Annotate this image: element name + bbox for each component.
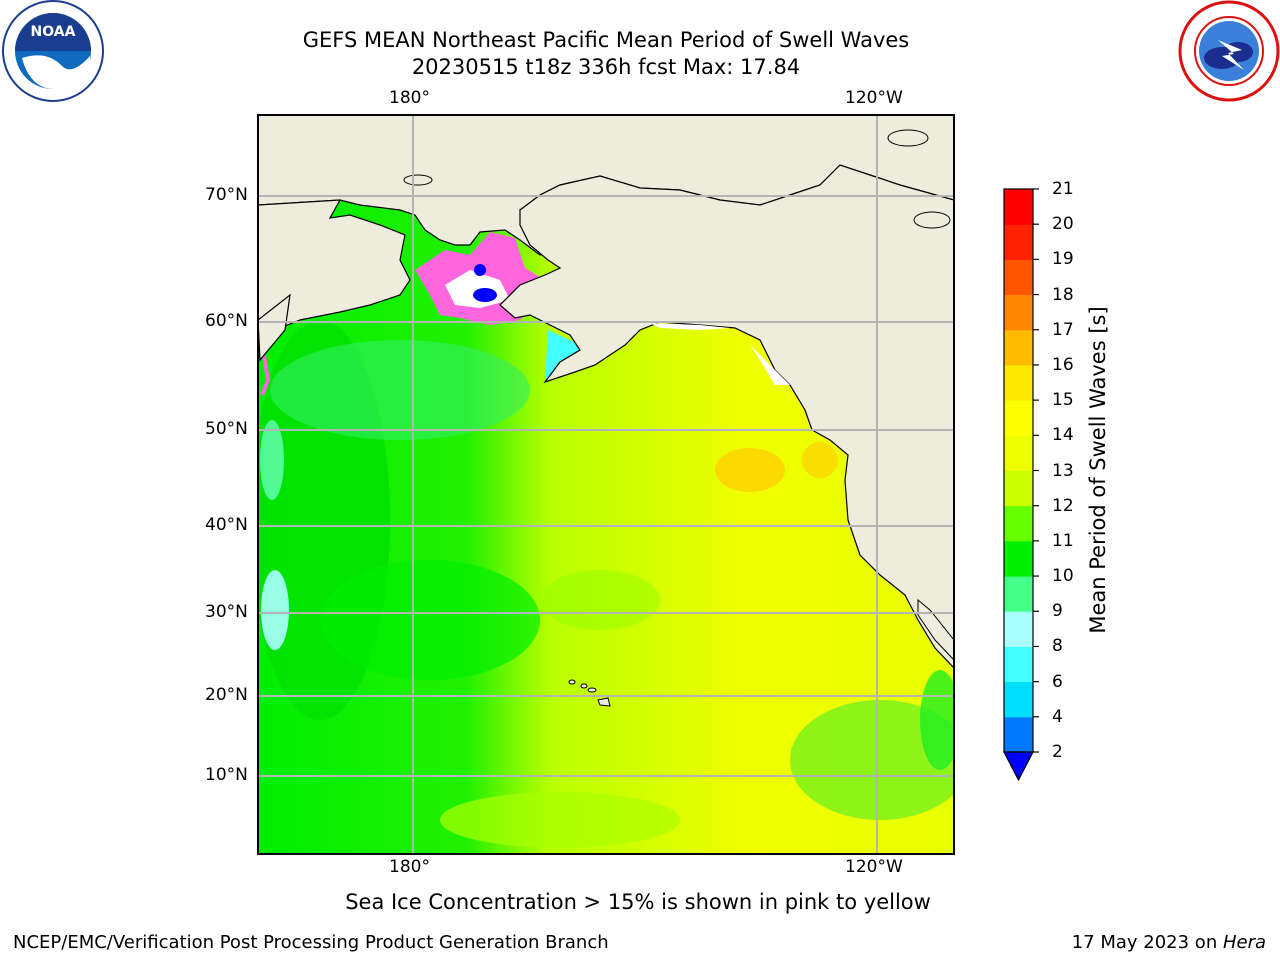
map-frame [257,114,955,855]
colorbar-extend-min [1003,751,1034,782]
noaa-logo-text: NOAA [31,24,76,40]
lat-tick-20n: 20°N [205,685,248,705]
colorbar-tick-label: 2 [1052,742,1063,762]
colorbar-tick-label: 17 [1052,319,1074,340]
swell-patch [790,700,954,820]
lon-tick-top-180: 180° [389,88,430,108]
land-island [913,211,951,229]
swell-patch [320,560,540,680]
colorbar-tick-label: 11 [1052,530,1074,551]
land-hawaii [568,679,576,685]
colorbar-segment [1004,681,1033,718]
colorbar-tick-label: 14 [1052,425,1074,446]
nws-logo [1178,0,1280,102]
sea-ice-region [545,330,580,380]
land-island [887,129,929,147]
colorbar-segment [1004,611,1033,647]
land-kamchatka-tip [258,293,291,362]
colorbar-segment [1004,294,1033,331]
footer-host: Hera [1222,932,1266,953]
colorbar-segment [1004,540,1033,577]
footer-date-text: 17 May 2023 on [1071,932,1223,953]
colorbar-segment [1004,329,1033,366]
colorbar-segment [1004,224,1033,260]
colorbar-tick-label: 21 [1052,179,1074,199]
swell-patch [540,570,660,630]
lat-tick-60n: 60°N [205,311,248,331]
colorbar-tick-label: 6 [1052,671,1063,692]
colorbar-segment [1004,189,1033,225]
sea-ice-note: Sea Ice Concentration > 15% is shown in … [345,890,931,914]
colorbar-tick-label: 12 [1052,495,1074,516]
grid-lines [258,115,954,854]
sea-ice-core [474,264,486,276]
lat-tick-50n: 50°N [205,419,248,439]
swell-patch [802,442,838,478]
colorbar-segment [1004,576,1033,612]
colorbar [1003,188,1039,782]
lon-tick-bottom-180: 180° [389,857,430,877]
footer-credit: NCEP/EMC/Verification Post Processing Pr… [13,932,609,953]
land-hawaii [580,683,588,689]
colorbar-label: Mean Period of Swell Waves [s] [1086,306,1110,634]
sea-ice-core [473,288,497,302]
no-data-region [750,345,790,385]
colorbar-tick-label: 13 [1052,460,1074,481]
swell-patch [261,570,289,650]
swell-patch [440,792,680,848]
land-island [403,174,433,186]
colorbar-segment [1004,716,1033,753]
colorbar-segment [1004,470,1033,507]
colorbar-tick-label: 8 [1052,636,1063,657]
colorbar-tick-label: 16 [1052,354,1074,375]
colorbar-tick-label: 18 [1052,284,1074,305]
colorbar-segment [1004,435,1033,471]
chart-title: GEFS MEAN Northeast Pacific Mean Period … [302,28,910,52]
swell-patch [715,448,785,492]
colorbar-segment [1004,646,1033,683]
land-north-america [499,164,954,669]
swell-patch [270,340,530,440]
no-data-region [650,323,730,330]
colorbar-segment [1004,505,1033,542]
land-hawaii [597,697,611,707]
land-hawaii [587,687,597,693]
footer-date: 17 May 2023 on Hera [1072,932,1266,953]
colorbar-tick-label: 10 [1052,566,1074,587]
lat-tick-70n: 70°N [205,185,248,205]
colorbar-tick-label: 19 [1052,249,1074,270]
colorbar-segment [1004,400,1033,436]
colorbar-tick-label: 20 [1052,214,1074,235]
noaa-logo: NOAA [2,0,104,102]
chart-subtitle: 20230515 t18z 336h fcst Max: 17.84 [411,55,801,79]
lat-tick-30n: 30°N [205,602,248,622]
colorbar-tick-label: 15 [1052,390,1074,411]
land-baja [917,598,954,661]
colorbar-segment [1004,259,1033,296]
sea-ice-edge [260,344,271,396]
colorbar-segment [1004,364,1033,401]
lon-tick-bottom-120w: 120°W [845,857,903,877]
lon-tick-top-120w: 120°W [845,88,903,108]
lat-tick-10n: 10°N [205,765,248,785]
colorbar-tick-label: 9 [1052,601,1063,622]
colorbar-tick-label: 4 [1052,706,1063,727]
swell-patch [260,420,284,500]
lat-tick-40n: 40°N [205,515,248,535]
